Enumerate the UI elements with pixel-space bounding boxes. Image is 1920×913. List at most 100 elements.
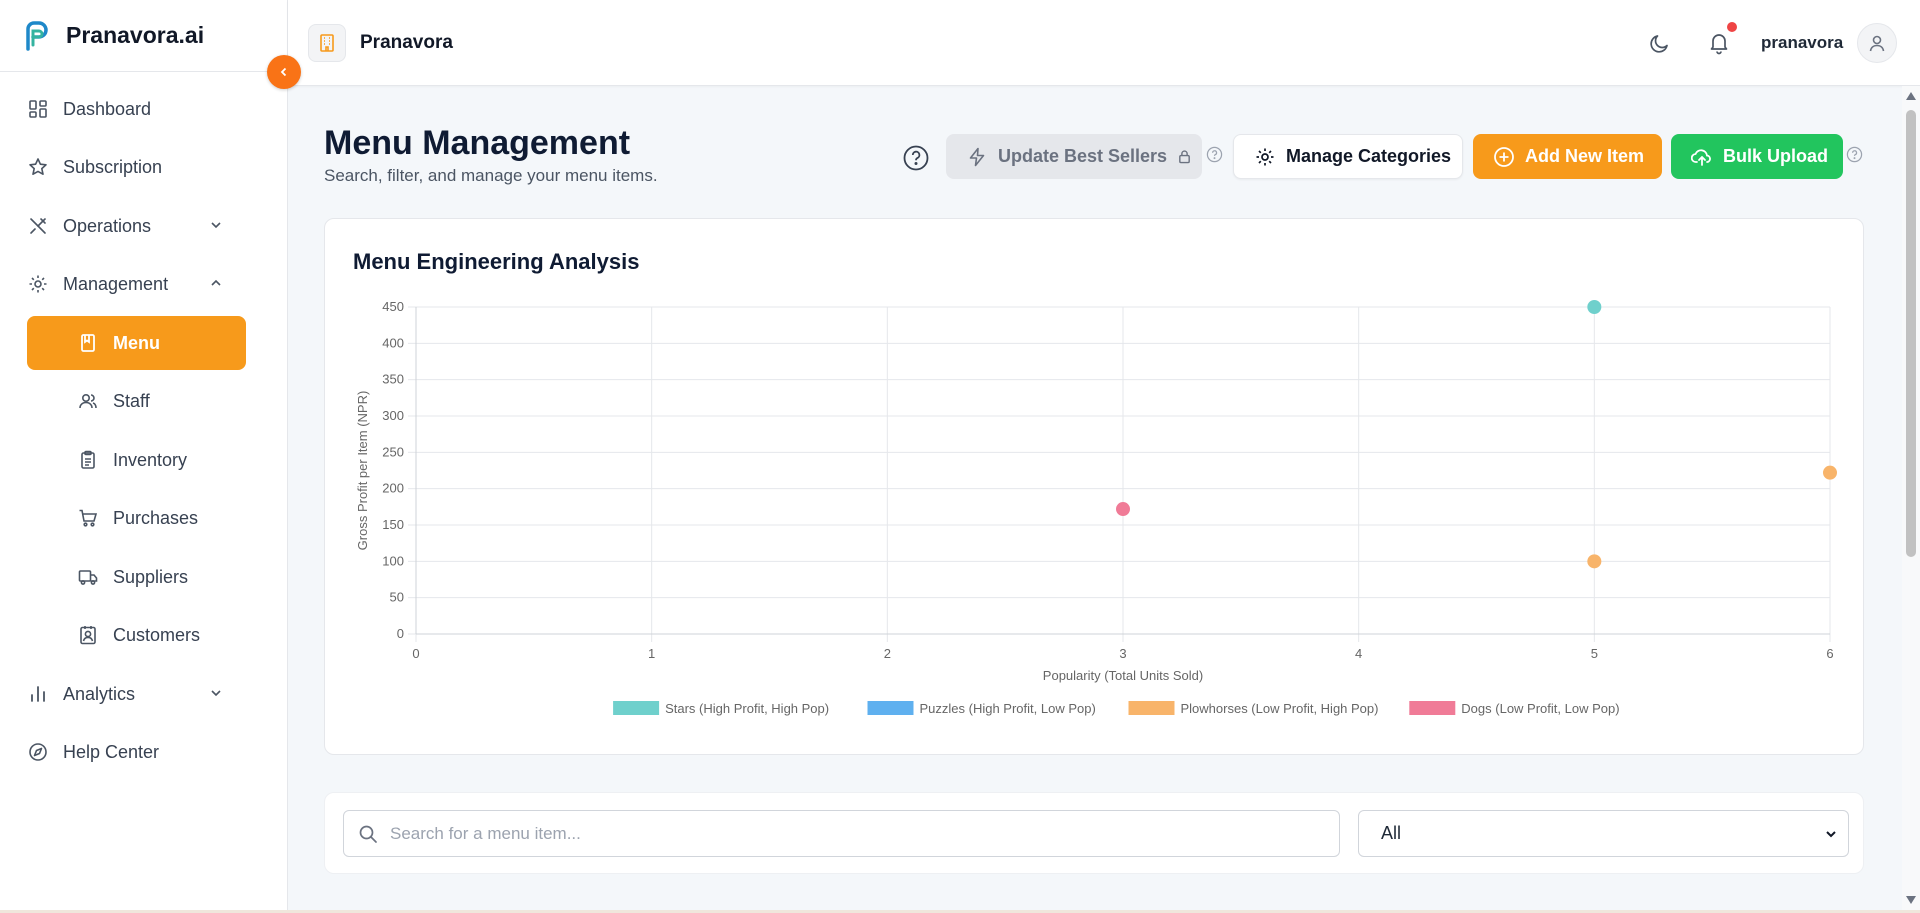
scatter-chart: 0 50 100 150 200 250 300 350 400 450 0 1 2 3 4 5 6 Popula… <box>355 299 1837 716</box>
x-tick-label: 6 <box>1826 646 1833 661</box>
lightning-icon <box>966 146 988 168</box>
search-icon <box>359 825 377 843</box>
manage-categories-button[interactable]: Manage Categories <box>1233 134 1463 179</box>
sidebar-item-operations[interactable]: Operations <box>27 200 246 252</box>
clipboard-icon <box>77 449 99 471</box>
x-tick-label: 5 <box>1591 646 1598 661</box>
search-field[interactable] <box>343 810 1340 857</box>
y-tick-label: 300 <box>382 408 404 423</box>
category-select-value: All <box>1381 823 1402 843</box>
brand[interactable]: Pranavora.ai <box>0 0 287 72</box>
data-point <box>1587 554 1602 569</box>
help-icon[interactable] <box>902 144 930 172</box>
x-tick-label: 1 <box>648 646 655 661</box>
legend-swatch <box>1128 701 1175 715</box>
building-icon <box>308 24 346 62</box>
user-icon <box>1869 35 1885 52</box>
data-point <box>1116 502 1130 517</box>
page-title: Menu Management <box>324 124 631 162</box>
star-icon <box>27 156 49 178</box>
sidebar-item-label: Menu <box>113 332 160 353</box>
x-tick-label: 4 <box>1355 646 1362 661</box>
sidebar-item-staff[interactable]: Staff <box>27 374 246 428</box>
contact-icon <box>77 624 99 646</box>
top-bar: Pranavora pranavora <box>288 0 1920 86</box>
bottom-border <box>0 910 1920 913</box>
cart-icon <box>77 507 99 529</box>
sidebar-item-analytics[interactable]: Analytics <box>27 668 246 720</box>
bar-chart-icon <box>27 683 49 705</box>
sidebar-item-management[interactable]: Management <box>27 258 246 310</box>
sidebar-item-purchases[interactable]: Purchases <box>27 491 246 545</box>
page-subtitle: Search, filter, and manage your menu ite… <box>324 166 658 185</box>
sidebar-item-label: Customers <box>113 624 201 645</box>
menu-engineering-chart-card: Menu Engineering Analysis 0 50 100 150 200 25… <box>324 218 1864 755</box>
scroll-up-arrow[interactable] <box>1906 92 1916 100</box>
sidebar-item-dashboard[interactable]: Dashboard <box>27 83 246 135</box>
legend-label: Plowhorses (Low Profit, High Pop) <box>1181 701 1379 716</box>
bell-icon[interactable] <box>1706 30 1732 56</box>
sidebar-item-label: Purchases <box>113 507 199 528</box>
sidebar: Pranavora.ai Dashboard Subscription Oper… <box>0 0 288 913</box>
y-tick-label: 200 <box>382 481 404 496</box>
scroll-thumb[interactable] <box>1906 110 1916 557</box>
cloud-upload-icon <box>1691 146 1713 168</box>
users-icon <box>77 390 99 412</box>
chevron-up-icon <box>211 279 221 286</box>
y-tick-label: 0 <box>397 626 404 641</box>
moon-icon[interactable] <box>1648 31 1672 55</box>
chevron-down-icon <box>1826 831 1836 838</box>
category-select[interactable]: All <box>1358 810 1849 857</box>
bulk-help-icon[interactable] <box>1846 146 1863 163</box>
compass-icon <box>27 741 49 763</box>
filter-bar: All <box>324 792 1864 874</box>
y-tick-label: 50 <box>390 590 404 605</box>
sidebar-item-subscription[interactable]: Subscription <box>27 141 246 193</box>
sidebar-item-label: Analytics <box>63 683 136 704</box>
sidebar-item-help-center[interactable]: Help Center <box>27 726 246 778</box>
brand-logo-icon <box>26 20 48 51</box>
legend-label: Dogs (Low Profit, Low Pop) <box>1461 701 1619 716</box>
chart-title: Menu Engineering Analysis <box>353 249 640 274</box>
legend-swatch <box>613 701 660 715</box>
sidebar-item-customers[interactable]: Customers <box>27 608 246 662</box>
legend-label: Puzzles (High Profit, Low Pop) <box>920 701 1096 716</box>
utensils-icon <box>27 215 49 237</box>
update-best-sellers-label: Update Best Sellers <box>998 146 1168 166</box>
book-icon <box>77 332 99 354</box>
y-tick-label: 250 <box>382 444 404 459</box>
add-new-item-button[interactable]: Add New Item <box>1473 134 1662 179</box>
sidebar-item-menu[interactable]: Menu <box>27 316 246 370</box>
sidebar-item-label: Dashboard <box>63 98 152 119</box>
y-tick-label: 350 <box>382 372 404 387</box>
legend-swatch <box>867 701 914 715</box>
sidebar-item-suppliers[interactable]: Suppliers <box>27 550 246 604</box>
search-input[interactable] <box>390 823 1290 844</box>
plus-circle-icon <box>1493 146 1515 168</box>
chevron-down-icon <box>211 690 221 697</box>
gear-icon <box>27 273 49 295</box>
y-axis-label: Gross Profit per Item (NPR) <box>355 391 370 551</box>
dashboard-icon <box>27 98 49 120</box>
add-new-item-label: Add New Item <box>1525 146 1645 166</box>
y-tick-label: 100 <box>382 553 404 568</box>
y-tick-label: 400 <box>382 335 404 350</box>
sidebar-item-inventory[interactable]: Inventory <box>27 433 246 487</box>
legend-swatch <box>1409 701 1456 715</box>
sidebar-item-label: Staff <box>113 390 150 411</box>
gear-icon <box>1254 146 1276 168</box>
sidebar-item-label: Operations <box>63 215 152 236</box>
update-best-sellers-button[interactable]: Update Best Sellers <box>946 134 1202 179</box>
sidebar-item-label: Subscription <box>63 156 163 177</box>
chevron-left-icon <box>280 67 287 77</box>
sidebar-item-label: Help Center <box>63 741 160 762</box>
scroll-down-arrow[interactable] <box>1906 896 1916 904</box>
update-help-icon[interactable] <box>1206 146 1223 163</box>
data-point <box>1823 465 1837 480</box>
sidebar-collapse-button[interactable] <box>267 55 301 89</box>
bulk-upload-button[interactable]: Bulk Upload <box>1671 134 1843 179</box>
user-name[interactable]: pranavora <box>1761 33 1844 52</box>
avatar[interactable] <box>1857 23 1897 63</box>
sidebar-item-label: Suppliers <box>113 566 189 587</box>
page-scrollbar[interactable] <box>1902 86 1920 913</box>
